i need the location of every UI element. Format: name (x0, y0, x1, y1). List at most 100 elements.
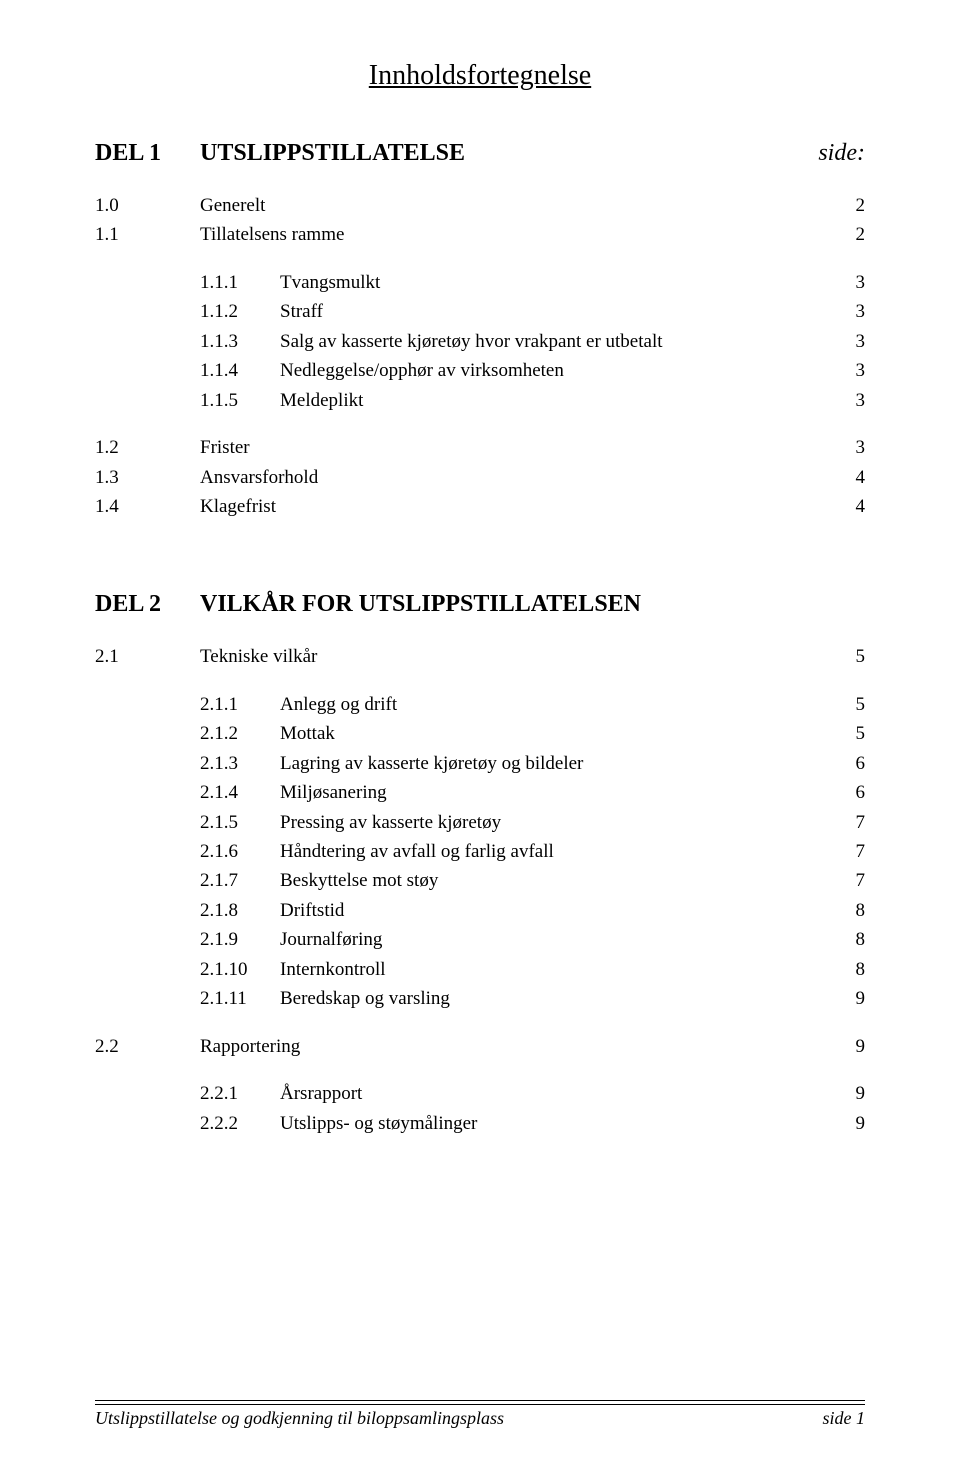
toc-label: Rapportering (200, 1032, 830, 1061)
section-del1-header: DEL 1 UTSLIPPSTILLATELSE side: (95, 140, 865, 167)
toc-sub-row: 2.1.3 Lagring av kasserte kjøretøy og bi… (95, 749, 865, 778)
toc-num: 1.1 (95, 220, 200, 249)
toc-num: 2.2.2 (200, 1109, 280, 1138)
toc-sub-row: 2.2.2 Utslipps- og støymålinger 9 (95, 1109, 865, 1138)
toc-label: Ansvarsforhold (200, 463, 830, 492)
toc-page: 8 (830, 925, 865, 954)
toc-num: 2.2 (95, 1032, 200, 1061)
toc-page: 8 (830, 955, 865, 984)
toc-sub-row: 1.1.2 Straff 3 (95, 297, 865, 326)
toc-page: 3 (830, 268, 865, 297)
toc-page: 3 (830, 433, 865, 462)
toc-page: 6 (830, 749, 865, 778)
toc-label: Klagefrist (200, 492, 830, 521)
toc-label: Pressing av kasserte kjøretøy (280, 808, 830, 837)
toc-row: 2.1 Tekniske vilkår 5 (95, 642, 865, 671)
page-title: Innholdsfortegnelse (95, 60, 865, 92)
toc-page: 4 (830, 492, 865, 521)
toc-page: 5 (830, 690, 865, 719)
toc-page: 4 (830, 463, 865, 492)
toc-label: Tekniske vilkår (200, 642, 830, 671)
toc-num: 2.1 (95, 642, 200, 671)
footer-left-text: Utslippstillatelse og godkjenning til bi… (95, 1408, 504, 1429)
toc-sub-row: 2.1.7 Beskyttelse mot støy 7 (95, 866, 865, 895)
toc-num: 2.2.1 (200, 1079, 280, 1108)
toc-page: 3 (830, 356, 865, 385)
toc-page: 2 (830, 220, 865, 249)
toc-page: 5 (830, 719, 865, 748)
toc-page: 3 (830, 327, 865, 356)
toc-label: Nedleggelse/opphør av virksomheten (280, 356, 830, 385)
footer-page-num: side 1 (823, 1408, 866, 1429)
toc-num: 2.1.6 (200, 837, 280, 866)
del1-label: UTSLIPPSTILLATELSE (200, 140, 818, 167)
toc-page: 5 (830, 642, 865, 671)
toc-page: 3 (830, 297, 865, 326)
toc-num: 2.1.4 (200, 778, 280, 807)
toc-sub-row: 2.1.8 Driftstid 8 (95, 896, 865, 925)
toc-num: 2.1.2 (200, 719, 280, 748)
toc-label: Beskyttelse mot støy (280, 866, 830, 895)
toc-label: Driftstid (280, 896, 830, 925)
toc-num: 2.1.11 (200, 984, 280, 1013)
toc-label: Håndtering av avfall og farlig avfall (280, 837, 830, 866)
toc-page: 9 (830, 984, 865, 1013)
toc-num: 1.2 (95, 433, 200, 462)
toc-label: Beredskap og varsling (280, 984, 830, 1013)
toc-page: 2 (830, 191, 865, 220)
toc-label: Miljøsanering (280, 778, 830, 807)
toc-num: 1.4 (95, 492, 200, 521)
del1-page-label: side: (818, 140, 865, 167)
toc-num: 1.1.3 (200, 327, 280, 356)
toc-label: Årsrapport (280, 1079, 830, 1108)
toc-sub-row: 2.1.1 Anlegg og drift 5 (95, 690, 865, 719)
del2-label: VILKÅR FOR UTSLIPPSTILLATELSEN (200, 591, 865, 618)
toc-label: Generelt (200, 191, 830, 220)
toc-row: 1.0 Generelt 2 (95, 191, 865, 220)
toc-sub-row: 1.1.4 Nedleggelse/opphør av virksomheten… (95, 356, 865, 385)
toc-page: 8 (830, 896, 865, 925)
toc-sub-row: 2.1.4 Miljøsanering 6 (95, 778, 865, 807)
toc-sub-row: 1.1.5 Meldeplikt 3 (95, 386, 865, 415)
del2-num: DEL 2 (95, 591, 200, 618)
toc-row: 1.4 Klagefrist 4 (95, 492, 865, 521)
toc-num: 1.1.5 (200, 386, 280, 415)
toc-row: 2.2 Rapportering 9 (95, 1032, 865, 1061)
toc-num: 2.1.9 (200, 925, 280, 954)
toc-num: 2.1.3 (200, 749, 280, 778)
toc-sub-row: 2.1.10 Internkontroll 8 (95, 955, 865, 984)
toc-num: 1.3 (95, 463, 200, 492)
toc-num: 2.1.5 (200, 808, 280, 837)
toc-num: 1.1.4 (200, 356, 280, 385)
toc-page: 9 (830, 1109, 865, 1138)
toc-num: 2.1.1 (200, 690, 280, 719)
toc-sub-row: 2.1.6 Håndtering av avfall og farlig avf… (95, 837, 865, 866)
toc-num: 2.1.10 (200, 955, 280, 984)
toc-page: 9 (830, 1032, 865, 1061)
footer-divider (95, 1404, 865, 1405)
toc-num: 1.1.2 (200, 297, 280, 326)
toc-label: Journalføring (280, 925, 830, 954)
section-del2-header: DEL 2 VILKÅR FOR UTSLIPPSTILLATELSEN (95, 591, 865, 618)
toc-page: 7 (830, 808, 865, 837)
toc-label: Lagring av kasserte kjøretøy og bildeler (280, 749, 830, 778)
toc-sub-row: 2.2.1 Årsrapport 9 (95, 1079, 865, 1108)
page-footer: Utslippstillatelse og godkjenning til bi… (95, 1400, 865, 1429)
toc-page: 3 (830, 386, 865, 415)
toc-sub-row: 1.1.3 Salg av kasserte kjøretøy hvor vra… (95, 327, 865, 356)
toc-row: 1.1 Tillatelsens ramme 2 (95, 220, 865, 249)
toc-num: 1.1.1 (200, 268, 280, 297)
toc-label: Tvangsmulkt (280, 268, 830, 297)
toc-label: Frister (200, 433, 830, 462)
toc-page: 7 (830, 866, 865, 895)
toc-page: 9 (830, 1079, 865, 1108)
toc-sub-row: 2.1.9 Journalføring 8 (95, 925, 865, 954)
toc-sub-row: 2.1.2 Mottak 5 (95, 719, 865, 748)
toc-sub-row: 2.1.11 Beredskap og varsling 9 (95, 984, 865, 1013)
footer-divider (95, 1400, 865, 1401)
toc-label: Salg av kasserte kjøretøy hvor vrakpant … (280, 327, 830, 356)
toc-page: 6 (830, 778, 865, 807)
toc-row: 1.3 Ansvarsforhold 4 (95, 463, 865, 492)
del1-num: DEL 1 (95, 140, 200, 167)
toc-page: 7 (830, 837, 865, 866)
